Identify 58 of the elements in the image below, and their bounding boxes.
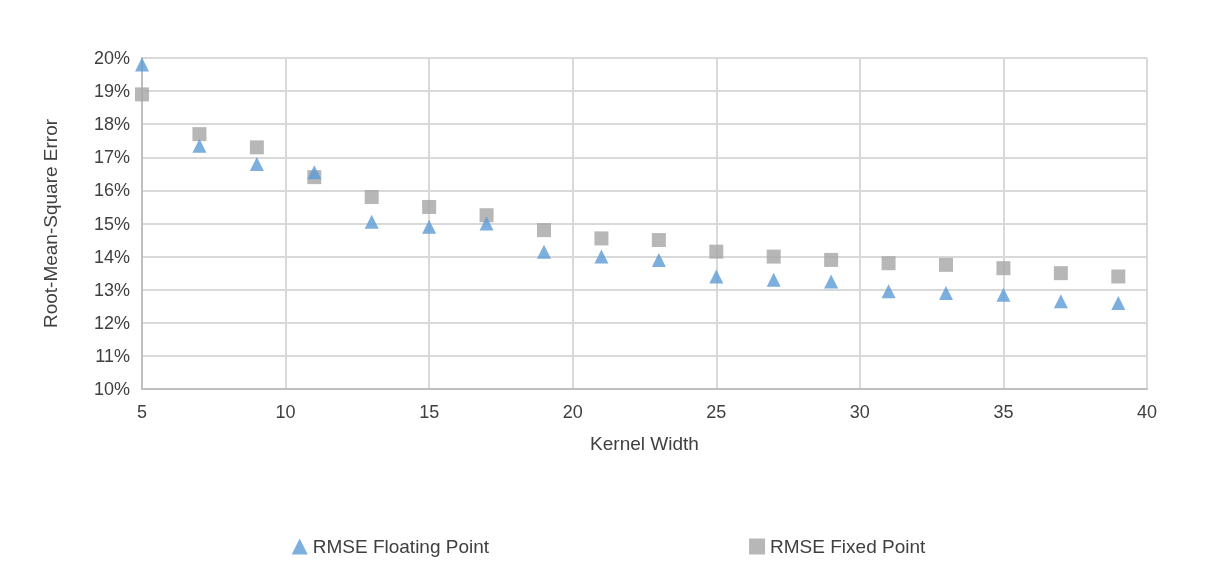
point: [537, 223, 551, 238]
point: [996, 287, 1011, 302]
point: [249, 156, 264, 171]
y-tick-label: 15%: [93, 213, 130, 234]
x-tick-label: 10: [275, 402, 296, 422]
x-tick-label: 20: [562, 402, 583, 422]
point: [939, 257, 953, 272]
point: [651, 233, 666, 248]
y-tick-label: 19%: [93, 81, 130, 102]
point: [824, 252, 839, 267]
point: [594, 231, 609, 246]
y-tick-label: 20%: [93, 48, 130, 68]
point: [1053, 266, 1068, 281]
point: [307, 165, 322, 180]
point: [1111, 295, 1126, 310]
point: [479, 208, 494, 223]
point: [766, 249, 781, 264]
point: [881, 284, 896, 299]
point: [1111, 269, 1126, 284]
point: [939, 286, 953, 301]
point: [709, 269, 724, 284]
point: [422, 199, 437, 214]
x-axis-title: Kernel Width: [590, 433, 699, 454]
point: [135, 87, 149, 102]
y-tick-label: 11%: [95, 345, 130, 366]
point: [766, 272, 781, 287]
point: [192, 138, 207, 153]
legend-label: RMSE Floating Point: [312, 536, 490, 557]
y-tick-label: 17%: [93, 147, 130, 168]
point: [364, 190, 379, 205]
y-tick-label: 14%: [93, 246, 130, 267]
legend-label: RMSE Fixed Point: [770, 536, 927, 557]
y-tick-label: 12%: [93, 312, 130, 333]
point: [709, 244, 724, 259]
y-tick-label: 10%: [93, 379, 130, 399]
x-tick-label: 30: [849, 402, 870, 422]
point: [479, 216, 494, 231]
point: [135, 57, 149, 72]
point: [1053, 294, 1068, 309]
point: [537, 244, 551, 259]
point: [881, 256, 896, 271]
point: [422, 219, 437, 234]
point: [594, 249, 609, 264]
x-tick-label: 35: [993, 402, 1014, 422]
point: [249, 140, 264, 155]
y-tick-label: 13%: [93, 279, 130, 300]
x-tick-label: 40: [1136, 402, 1158, 422]
x-tick-label: 15: [419, 402, 440, 422]
point: [192, 127, 207, 142]
x-tick-label: 25: [706, 402, 727, 422]
y-tick-label: 16%: [93, 180, 130, 201]
y-tick-label: 18%: [93, 114, 130, 135]
point: [364, 214, 379, 229]
point: [824, 274, 839, 289]
x-tick-label: 5: [136, 402, 148, 422]
point: [996, 261, 1011, 276]
y-axis-title: Root-Mean-Square Error: [40, 118, 61, 329]
point: [651, 252, 666, 267]
